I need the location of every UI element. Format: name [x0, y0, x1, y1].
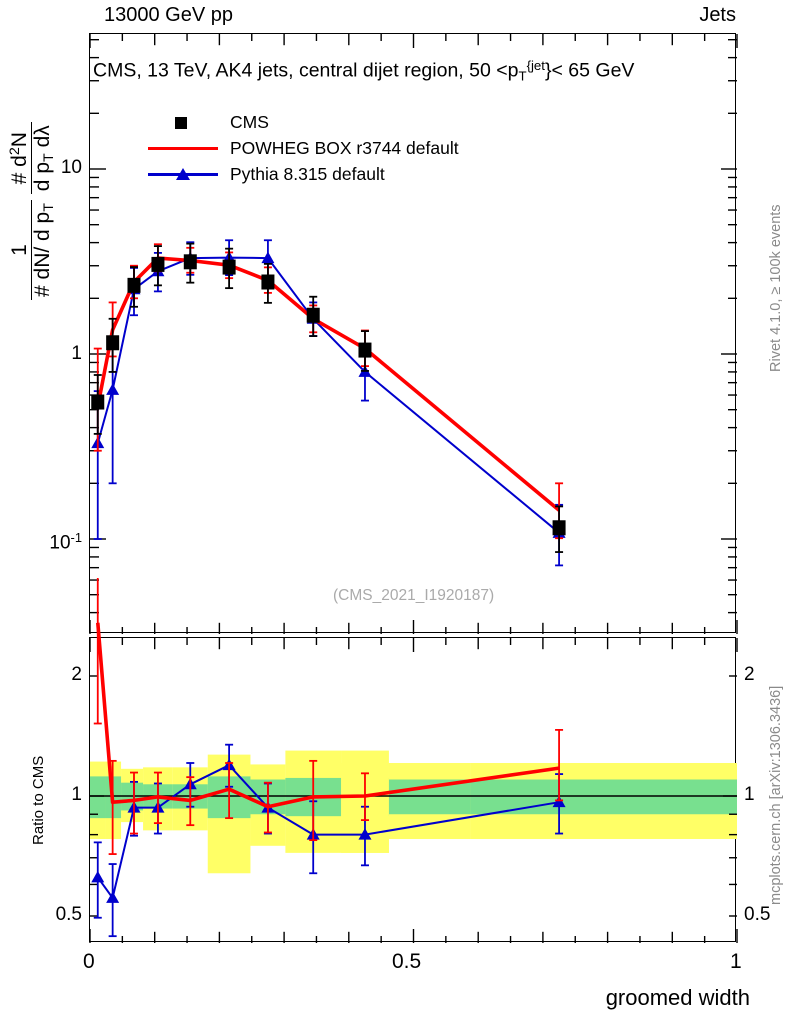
- ratio-ytick-label-1-right: 1: [744, 784, 755, 805]
- xtick-label-1: 1: [730, 950, 742, 973]
- ytick-label-10: 10: [60, 157, 82, 178]
- square-marker-icon: [146, 112, 220, 132]
- legend-label: POWHEG BOX r3744 default: [230, 137, 459, 158]
- ratio-plot-panel: [89, 578, 738, 943]
- ratio-plot-canvas: [89, 578, 738, 943]
- legend-label: CMS: [230, 111, 269, 132]
- ratio-ytick-label-0p5-right: 0.5: [744, 904, 771, 925]
- legend-label: Pythia 8.315 default: [230, 163, 385, 184]
- legend-item-powheg: POWHEG BOX r3744 default: [146, 135, 459, 161]
- analysis-category-label: Jets: [699, 4, 736, 26]
- x-axis-label: groomed width: [605, 985, 750, 1010]
- main-plot-canvas: [89, 34, 738, 634]
- main-y-axis-label: 1 # dN/ d pT # d2N d pT dλ: [7, 122, 57, 300]
- legend-item-pythia: Pythia 8.315 default: [146, 161, 459, 187]
- xtick-label-0: 0: [83, 950, 95, 973]
- xtick-label-0p5: 0.5: [392, 950, 422, 973]
- ratio-ytick-label-0p5-left: 0.5: [55, 904, 82, 925]
- analysis-watermark: (CMS_2021_I1920187): [333, 587, 495, 604]
- ratio-ytick-label-2-left: 2: [71, 664, 82, 685]
- mcplots-source-caption: mcplots.cern.ch [arXiv:1306.3436]: [768, 685, 784, 905]
- plot-title: CMS, 13 TeV, AK4 jets, central dijet reg…: [93, 58, 635, 84]
- ytick-label-1: 1: [71, 343, 82, 364]
- legend: CMS POWHEG BOX r3744 default Pythia 8.31…: [146, 109, 459, 187]
- ratio-ytick-label-1-left: 1: [71, 784, 82, 805]
- ratio-ytick-label-2-right: 2: [744, 664, 755, 685]
- rivet-version-caption: Rivet 4.1.0, ≥ 100k events: [768, 204, 784, 372]
- legend-item-cms: CMS: [146, 109, 459, 135]
- ytick-label-0p1: 10-1: [49, 530, 82, 554]
- main-plot-panel: CMS, 13 TeV, AK4 jets, central dijet reg…: [89, 33, 738, 634]
- line-triangle-icon: [146, 164, 220, 184]
- beam-energy-label: 13000 GeV pp: [104, 4, 233, 26]
- line-icon: [146, 138, 220, 158]
